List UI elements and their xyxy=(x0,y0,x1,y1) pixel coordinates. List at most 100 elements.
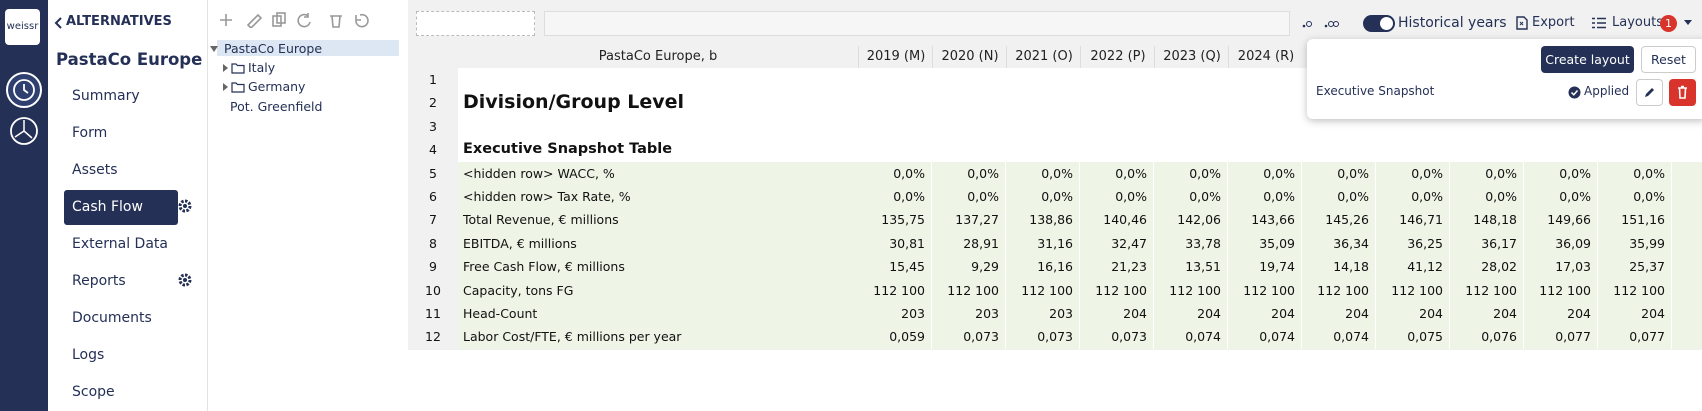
cell[interactable]: 0,0% xyxy=(1154,185,1228,209)
cell[interactable]: 28,02 xyxy=(1450,255,1524,279)
nav-item[interactable]: Scope xyxy=(72,384,115,400)
cell[interactable]: 0,0% xyxy=(1376,161,1450,185)
cell[interactable]: 32,47 xyxy=(1080,231,1154,256)
cell[interactable]: 146,71 xyxy=(1376,208,1450,232)
historical-label[interactable]: Historical years xyxy=(1398,15,1507,31)
cell[interactable]: 0,0% xyxy=(1080,185,1154,209)
cell[interactable]: 0,0% xyxy=(1598,185,1672,209)
cell[interactable]: 28,91 xyxy=(932,231,1006,256)
cell[interactable]: 0,073 xyxy=(1006,325,1080,349)
cell[interactable]: 0,077 xyxy=(1598,325,1672,349)
sidebar-icons[interactable] xyxy=(4,70,44,150)
cell[interactable]: 0,0% xyxy=(1302,185,1376,209)
cell[interactable]: 31,16 xyxy=(1006,231,1080,256)
cell[interactable]: 151,16 xyxy=(1598,208,1672,232)
cell[interactable]: 35,99 xyxy=(1598,231,1672,256)
nav-item[interactable]: Documents xyxy=(72,310,152,326)
cell[interactable]: 112 100 xyxy=(1228,278,1302,302)
cell[interactable]: 36,25 xyxy=(1376,231,1450,256)
layouts-button[interactable]: Layouts xyxy=(1612,15,1663,30)
cell[interactable]: 204 xyxy=(1524,302,1598,326)
cell[interactable]: 41,12 xyxy=(1376,255,1450,279)
cell[interactable]: 36,34 xyxy=(1302,231,1376,256)
logo[interactable]: weissr xyxy=(5,9,40,45)
cell[interactable]: 0,073 xyxy=(1080,325,1154,349)
cell[interactable]: 204 xyxy=(1376,302,1450,326)
cell[interactable]: 204 xyxy=(1302,302,1376,326)
cell[interactable]: 135,75 xyxy=(858,208,932,232)
cell[interactable]: 0,0% xyxy=(1006,161,1080,185)
cell[interactable]: 0,0% xyxy=(858,161,932,185)
cell[interactable]: 203 xyxy=(932,302,1006,326)
nav-item[interactable]: Summary xyxy=(72,88,140,104)
name-box[interactable] xyxy=(416,11,535,36)
cell[interactable]: 0,076 xyxy=(1450,325,1524,349)
export-button[interactable]: Export xyxy=(1532,15,1575,30)
cell[interactable]: 140,46 xyxy=(1080,208,1154,232)
cell[interactable]: 204 xyxy=(1598,302,1672,326)
cell[interactable]: 0,074 xyxy=(1302,325,1376,349)
cell[interactable]: 35,09 xyxy=(1228,231,1302,256)
create-layout-button[interactable]: Create layout xyxy=(1541,46,1634,73)
layouts-icon[interactable] xyxy=(1592,17,1606,29)
cell[interactable]: 0,0% xyxy=(1524,185,1598,209)
cell[interactable]: 112 100 xyxy=(1154,278,1228,302)
toggle[interactable] xyxy=(1362,14,1396,33)
cell[interactable]: 112 100 xyxy=(1302,278,1376,302)
cell[interactable]: 0,0% xyxy=(1154,161,1228,185)
cell[interactable]: 0,074 xyxy=(1228,325,1302,349)
cell[interactable]: 0,0% xyxy=(1598,161,1672,185)
cell[interactable]: 112 100 xyxy=(858,278,932,302)
chevron[interactable] xyxy=(1684,20,1692,26)
tree-item[interactable]: PastaCo Europe xyxy=(224,41,323,56)
cell[interactable]: 0,0% xyxy=(932,185,1006,209)
expander[interactable] xyxy=(210,45,218,53)
nav-item[interactable]: Assets xyxy=(72,162,118,178)
cell[interactable]: 17,03 xyxy=(1524,255,1598,279)
cell[interactable]: 204 xyxy=(1080,302,1154,326)
back-link[interactable]: ALTERNATIVES xyxy=(66,14,172,29)
cell[interactable]: 36,17 xyxy=(1450,231,1524,256)
cell[interactable]: 0,0% xyxy=(1450,185,1524,209)
nav-item[interactable]: Cash Flow xyxy=(64,190,178,225)
tree-item[interactable]: Pot. Greenfield xyxy=(230,99,323,114)
tree-toolbar[interactable] xyxy=(220,12,370,28)
cell[interactable]: 0,0% xyxy=(858,185,932,209)
layout-name[interactable]: Executive Snapshot xyxy=(1316,84,1435,98)
edit-button[interactable] xyxy=(1636,79,1663,106)
cell[interactable]: 0,0% xyxy=(1524,161,1598,185)
cell[interactable]: 138,86 xyxy=(1006,208,1080,232)
cell[interactable]: 16,16 xyxy=(1006,255,1080,279)
cell[interactable]: 112 100 xyxy=(1080,278,1154,302)
cell[interactable]: 203 xyxy=(1006,302,1080,326)
nav-item[interactable]: Logs xyxy=(72,347,105,363)
cell[interactable]: 204 xyxy=(1450,302,1524,326)
gear-icon[interactable] xyxy=(177,198,193,214)
cell[interactable]: 0,0% xyxy=(1228,161,1302,185)
cell[interactable]: 0,073 xyxy=(932,325,1006,349)
tree-item[interactable]: Italy xyxy=(248,60,276,75)
gear-icon[interactable] xyxy=(177,272,193,288)
formula-bar[interactable] xyxy=(544,11,1290,36)
cell[interactable]: 142,06 xyxy=(1154,208,1228,232)
back-icon[interactable] xyxy=(54,16,64,30)
cell[interactable]: 112 100 xyxy=(1376,278,1450,302)
expander[interactable] xyxy=(222,64,230,72)
reset-button[interactable]: Reset xyxy=(1641,46,1696,73)
cell[interactable]: 148,18 xyxy=(1450,208,1524,232)
cell[interactable]: 9,29 xyxy=(932,255,1006,279)
cell[interactable]: 36,09 xyxy=(1524,231,1598,256)
decimal-icons[interactable] xyxy=(1300,16,1340,30)
cell[interactable]: 0,0% xyxy=(1302,161,1376,185)
cell[interactable]: 19,74 xyxy=(1228,255,1302,279)
cell[interactable]: 0,0% xyxy=(1006,185,1080,209)
cell[interactable]: 30,81 xyxy=(858,231,932,256)
nav-item[interactable]: External Data xyxy=(72,236,168,252)
cell[interactable]: 0,059 xyxy=(858,325,932,349)
cell[interactable]: 112 100 xyxy=(1598,278,1672,302)
cell[interactable]: 0,0% xyxy=(1376,185,1450,209)
cell[interactable]: 25,37 xyxy=(1598,255,1672,279)
cell[interactable]: 0,0% xyxy=(1080,161,1154,185)
cell[interactable]: 112 100 xyxy=(1524,278,1598,302)
cell[interactable]: 137,27 xyxy=(932,208,1006,232)
